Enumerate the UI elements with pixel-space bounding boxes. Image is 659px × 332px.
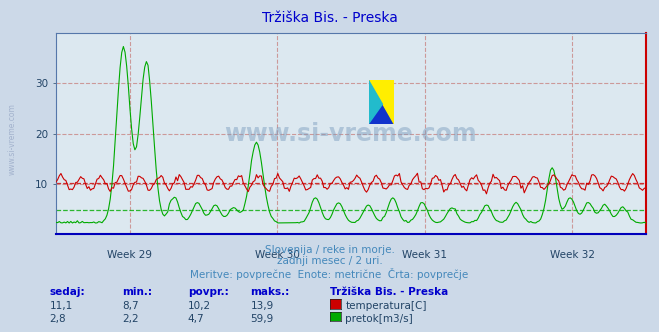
Text: www.si-vreme.com: www.si-vreme.com: [225, 122, 477, 146]
Text: 2,2: 2,2: [122, 314, 138, 324]
Text: pretok[m3/s]: pretok[m3/s]: [345, 314, 413, 324]
Polygon shape: [368, 80, 393, 124]
Text: maks.:: maks.:: [250, 287, 290, 297]
Text: Week 29: Week 29: [107, 250, 152, 260]
Text: 11,1: 11,1: [49, 301, 72, 311]
Text: 59,9: 59,9: [250, 314, 273, 324]
Text: Week 32: Week 32: [550, 250, 594, 260]
Text: www.si-vreme.com: www.si-vreme.com: [8, 104, 17, 175]
Text: 13,9: 13,9: [250, 301, 273, 311]
Polygon shape: [368, 80, 382, 124]
Text: 4,7: 4,7: [188, 314, 204, 324]
Text: Week 30: Week 30: [255, 250, 300, 260]
Text: Tržiška Bis. - Preska: Tržiška Bis. - Preska: [262, 11, 397, 25]
Text: temperatura[C]: temperatura[C]: [345, 301, 427, 311]
Text: povpr.:: povpr.:: [188, 287, 229, 297]
Text: sedaj:: sedaj:: [49, 287, 85, 297]
Text: 2,8: 2,8: [49, 314, 66, 324]
Text: zadnji mesec / 2 uri.: zadnji mesec / 2 uri.: [277, 256, 382, 266]
Text: Meritve: povprečne  Enote: metrične  Črta: povprečje: Meritve: povprečne Enote: metrične Črta:…: [190, 268, 469, 280]
Text: Tržiška Bis. - Preska: Tržiška Bis. - Preska: [330, 287, 447, 297]
Text: Week 31: Week 31: [402, 250, 447, 260]
Text: Slovenija / reke in morje.: Slovenija / reke in morje.: [264, 245, 395, 255]
Text: 8,7: 8,7: [122, 301, 138, 311]
Text: min.:: min.:: [122, 287, 152, 297]
Text: 10,2: 10,2: [188, 301, 211, 311]
